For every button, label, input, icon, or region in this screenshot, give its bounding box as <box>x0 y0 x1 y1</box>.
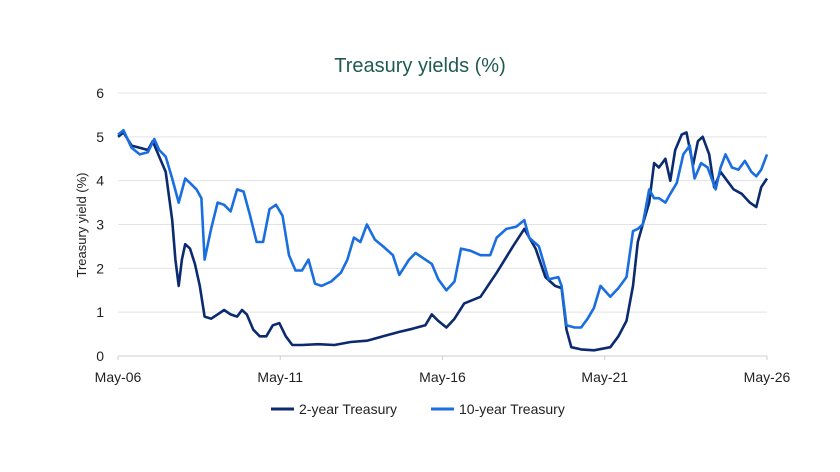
legend-label-2-year: 2-year Treasury <box>299 401 397 417</box>
x-tick-label: May-21 <box>581 369 628 385</box>
x-tick-label: May-16 <box>419 369 466 385</box>
series-line-2-year <box>117 131 769 352</box>
x-axis-ticks: May-06 May-11 May-16 May-21 May-26 <box>95 356 791 385</box>
x-tick-label: May-26 <box>744 369 791 385</box>
y-tick-label: 2 <box>96 260 104 276</box>
series-lines <box>117 129 769 352</box>
chart-title: Treasury yields (%) <box>334 55 506 77</box>
legend: 2-year Treasury 10-year Treasury <box>271 401 565 417</box>
y-axis-label: Treasury yield (%) <box>74 173 89 278</box>
y-tick-label: 0 <box>96 348 104 364</box>
legend-label-10-year: 10-year Treasury <box>459 401 565 417</box>
y-tick-label: 4 <box>96 173 104 189</box>
series-line-10-year <box>117 129 769 329</box>
x-tick-label: May-11 <box>257 369 303 385</box>
y-axis-ticks: 0 1 2 3 4 5 6 <box>96 85 104 364</box>
y-tick-label: 6 <box>96 85 104 101</box>
y-tick-label: 1 <box>96 304 104 320</box>
y-tick-label: 3 <box>96 217 104 233</box>
x-tick-label: May-06 <box>95 369 142 385</box>
y-tick-label: 5 <box>96 129 104 145</box>
